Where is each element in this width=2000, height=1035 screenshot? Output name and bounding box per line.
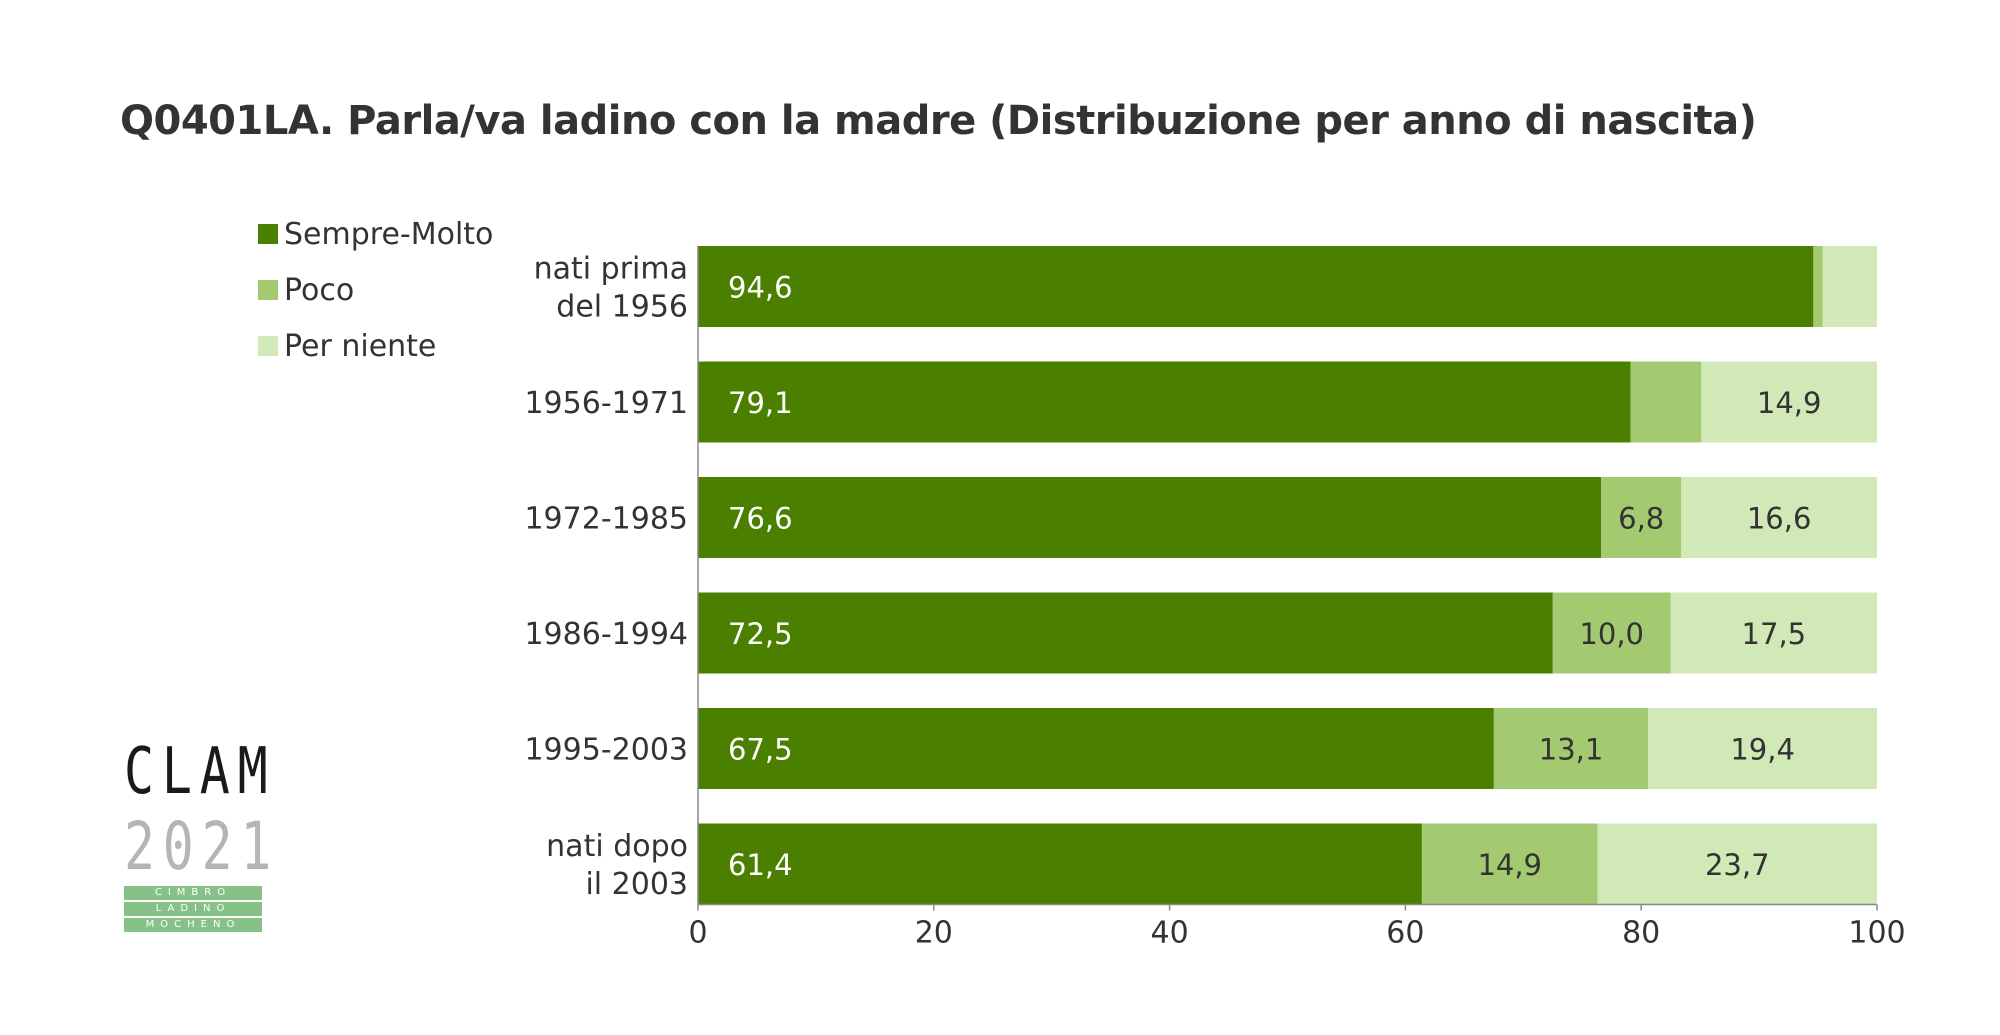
bar-per-niente-5 bbox=[1597, 823, 1877, 905]
data-label-sempre-molto-2: 76,6 bbox=[728, 502, 793, 536]
clam-2021-logo: CLAM 2021 CIMBRO LADINO MOCHENO bbox=[124, 735, 280, 932]
category-label-line: nati dopo bbox=[546, 829, 688, 864]
category-label-line: del 1956 bbox=[556, 290, 688, 325]
bar-poco-3 bbox=[1552, 592, 1671, 674]
logo-clam-text: CLAM bbox=[124, 735, 276, 809]
data-label-sempre-molto-0: 94,6 bbox=[728, 271, 793, 305]
x-tick-label-2: 40 bbox=[1151, 916, 1189, 951]
legend-item-per-niente: Per niente bbox=[258, 318, 493, 374]
category-label-4: 1995-2003 bbox=[524, 733, 688, 768]
chart-legend: Sempre-Molto Poco Per niente bbox=[258, 206, 493, 374]
bar-poco-1 bbox=[1630, 361, 1702, 443]
legend-swatch bbox=[258, 224, 278, 244]
data-label-poco-3: 10,0 bbox=[1579, 617, 1644, 651]
category-label-line: nati prima bbox=[534, 252, 688, 287]
legend-label: Sempre-Molto bbox=[284, 216, 494, 252]
data-label-per-niente-4: 19,4 bbox=[1730, 733, 1795, 767]
data-label-sempre-molto-3: 72,5 bbox=[728, 617, 793, 651]
category-label-line: 1986-1994 bbox=[524, 617, 688, 652]
x-tick-label-3: 60 bbox=[1386, 916, 1424, 951]
category-label-line: il 2003 bbox=[585, 867, 688, 902]
category-label-3: 1986-1994 bbox=[524, 617, 688, 652]
legend-swatch bbox=[258, 280, 278, 300]
bar-sempre-molto-4 bbox=[698, 708, 1494, 789]
category-label-line: 1956-1971 bbox=[524, 386, 688, 421]
category-label-5: nati dopo il 2003 bbox=[546, 829, 688, 902]
x-tick-label-0: 0 bbox=[688, 916, 707, 951]
legend-item-sempre-molto: Sempre-Molto bbox=[258, 206, 493, 262]
bar-per-niente-2 bbox=[1681, 477, 1877, 558]
data-label-sempre-molto-4: 67,5 bbox=[728, 733, 793, 767]
logo-band-mocheno: MOCHENO bbox=[124, 918, 262, 932]
category-label-2: 1972-1985 bbox=[524, 502, 688, 537]
bar-per-niente-1 bbox=[1701, 361, 1877, 443]
logo-band-cimbro: CIMBRO bbox=[124, 886, 262, 900]
x-tick-label-4: 80 bbox=[1622, 916, 1660, 951]
data-label-per-niente-1: 14,9 bbox=[1757, 386, 1822, 420]
bar-poco-0 bbox=[1813, 246, 1823, 327]
bar-per-niente-3 bbox=[1670, 592, 1877, 674]
legend-swatch bbox=[258, 336, 278, 356]
bar-sempre-molto-0 bbox=[698, 246, 1814, 327]
bar-poco-5 bbox=[1421, 823, 1598, 905]
data-label-sempre-molto-5: 61,4 bbox=[728, 848, 793, 882]
data-label-sempre-molto-1: 79,1 bbox=[728, 386, 793, 420]
bar-per-niente-0 bbox=[1822, 246, 1877, 327]
data-label-poco-5: 14,9 bbox=[1477, 848, 1542, 882]
category-label-0: nati prima del 1956 bbox=[534, 252, 688, 325]
data-label-poco-4: 13,1 bbox=[1539, 733, 1604, 767]
data-label-per-niente-2: 16,6 bbox=[1747, 502, 1812, 536]
chart-title: Q0401LA. Parla/va ladino con la madre (D… bbox=[120, 98, 1757, 144]
bar-sempre-molto-5 bbox=[698, 823, 1422, 905]
bar-poco-4 bbox=[1493, 708, 1649, 789]
data-label-per-niente-3: 17,5 bbox=[1742, 617, 1807, 651]
bar-sempre-molto-2 bbox=[698, 477, 1602, 558]
legend-label: Per niente bbox=[284, 328, 437, 364]
legend-label: Poco bbox=[284, 272, 355, 308]
bar-sempre-molto-3 bbox=[698, 592, 1553, 674]
logo-year-text: 2021 bbox=[124, 808, 280, 885]
x-tick-label-1: 20 bbox=[915, 916, 953, 951]
legend-item-poco: Poco bbox=[258, 262, 493, 318]
data-label-per-niente-5: 23,7 bbox=[1705, 848, 1770, 882]
category-label-line: 1995-2003 bbox=[524, 733, 688, 768]
data-label-poco-2: 6,8 bbox=[1618, 502, 1664, 536]
bar-per-niente-4 bbox=[1648, 708, 1877, 789]
category-label-line: 1972-1985 bbox=[524, 502, 688, 537]
x-tick-label-5: 100 bbox=[1848, 916, 1905, 951]
bar-poco-2 bbox=[1601, 477, 1682, 558]
logo-band-ladino: LADINO bbox=[124, 902, 262, 916]
category-label-1: 1956-1971 bbox=[524, 386, 688, 421]
bar-sempre-molto-1 bbox=[698, 361, 1631, 443]
